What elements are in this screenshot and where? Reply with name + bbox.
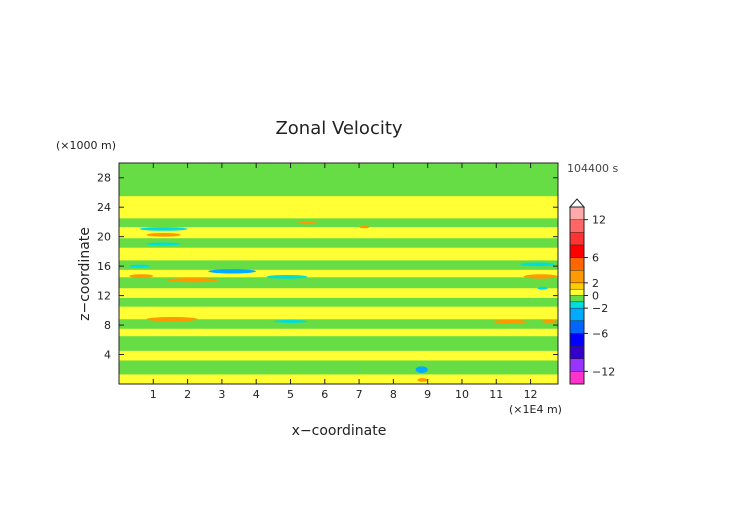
contour-band	[119, 247, 558, 261]
chart-title: Zonal Velocity	[275, 118, 402, 139]
colorbar-level	[569, 206, 585, 220]
y-axis-label: z−coordinate	[77, 227, 93, 321]
contour-patch	[129, 264, 150, 268]
time-label: 104400 s	[567, 162, 618, 175]
y-tick-label: 28	[97, 172, 111, 185]
colorbar-level	[569, 333, 585, 347]
colorbar-level	[569, 301, 585, 309]
colorbar-tick-label: −6	[592, 327, 608, 340]
colorbar-level	[569, 219, 585, 233]
colorbar-tick-label: 6	[592, 252, 599, 265]
colorbar-level	[569, 320, 585, 334]
x-tick-label: 9	[424, 388, 431, 401]
contour-patch	[417, 378, 428, 382]
x-tick-label: 12	[524, 388, 538, 401]
contour-patch	[537, 286, 548, 290]
colorbar: 12 6 20−2 −6 −12	[568, 198, 615, 385]
x-tick-label: 2	[184, 388, 191, 401]
contour-patch	[129, 274, 154, 278]
x-tick-label: 3	[218, 388, 225, 401]
contour-patch	[146, 242, 181, 246]
y-tick-label: 4	[104, 349, 111, 362]
colorbar-level	[569, 257, 585, 271]
colorbar-level	[569, 288, 585, 296]
contour-band	[119, 374, 558, 384]
contour-band	[119, 269, 558, 278]
contour-patch	[415, 366, 428, 373]
contour-patch	[523, 274, 558, 279]
contour-band	[119, 297, 558, 307]
contour-patch	[540, 319, 558, 323]
contour-band	[119, 277, 558, 289]
colorbar-extend-arrow	[568, 198, 586, 208]
contour-band	[119, 260, 558, 270]
contour-band	[119, 227, 558, 239]
colorbar-tick-label: 12	[592, 214, 606, 227]
colorbar-tick-label: 0	[592, 290, 599, 303]
contour-patch	[520, 262, 555, 267]
x-tick-label: 4	[253, 388, 260, 401]
x-tick-label: 1	[150, 388, 157, 401]
contour-patches	[129, 221, 558, 382]
contour-patch	[297, 221, 318, 225]
colorbar-level	[569, 371, 585, 385]
plot-frame	[118, 162, 559, 385]
y-tick-label: 16	[97, 260, 111, 273]
contour-patch	[146, 316, 198, 322]
contour-patch	[208, 269, 257, 274]
colorbar-level	[569, 307, 585, 321]
plot-area	[119, 163, 558, 384]
colorbar-level	[569, 345, 585, 359]
colorbar-level	[569, 358, 585, 372]
colorbar-tick-label: −2	[592, 302, 608, 315]
contour-band	[119, 288, 558, 298]
contour-band	[119, 328, 558, 337]
contour-band	[119, 350, 558, 361]
contour-patch	[167, 277, 219, 283]
contour-band	[119, 306, 558, 320]
y-ticks: 4 8 12 16 20 24 28	[97, 172, 558, 362]
colorbar-level	[569, 244, 585, 258]
contour-bands	[119, 163, 558, 384]
colorbar-tick-label: 2	[592, 277, 599, 290]
contour-band	[119, 218, 558, 228]
contour-patch	[273, 319, 308, 323]
y-tick-label: 24	[97, 201, 111, 214]
y-tick-label: 8	[104, 319, 111, 332]
contour-band	[119, 336, 558, 351]
contour-band	[119, 360, 558, 375]
y-unit-label: (×1000 m)	[56, 139, 116, 152]
contour-band	[119, 196, 558, 219]
contour-patch	[139, 227, 188, 231]
colorbar-level	[569, 232, 585, 246]
x-tick-label: 6	[321, 388, 328, 401]
colorbar-level	[569, 295, 585, 303]
x-tick-label: 8	[390, 388, 397, 401]
contour-patch	[492, 319, 528, 324]
contour-band	[119, 319, 558, 329]
x-ticks: 1 2 3 4 5 6 7 8 9 10 11 12	[150, 163, 538, 401]
colorbar-tick-label: −12	[592, 365, 615, 378]
contour-band	[119, 238, 558, 248]
y-tick-label: 20	[97, 231, 111, 244]
x-tick-label: 11	[489, 388, 503, 401]
x-tick-label: 5	[287, 388, 294, 401]
colorbar-level	[569, 270, 585, 284]
x-unit-label: (×1E4 m)	[509, 403, 562, 416]
contour-band	[119, 163, 558, 197]
x-tick-label: 10	[455, 388, 469, 401]
x-tick-label: 7	[356, 388, 363, 401]
x-axis-label: x−coordinate	[292, 423, 387, 439]
colorbar-level	[569, 282, 585, 290]
contour-patch	[359, 225, 370, 229]
contour-patch	[146, 232, 181, 237]
y-tick-label: 12	[97, 290, 111, 303]
contour-patch	[266, 274, 308, 279]
